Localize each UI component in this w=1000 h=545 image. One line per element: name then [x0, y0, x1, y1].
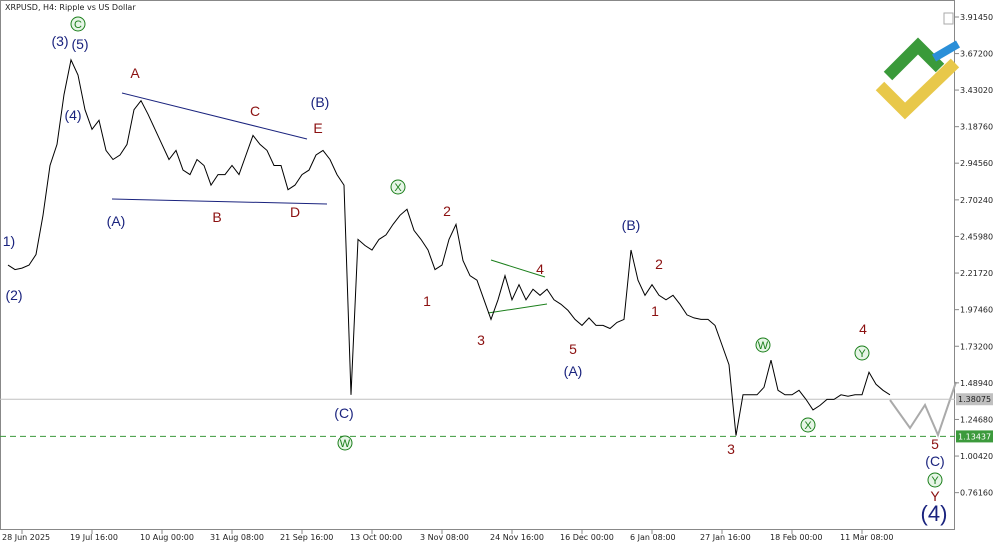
price-box [956, 430, 993, 443]
chart-title: XRPUSD, H4: Ripple vs US Dollar [5, 3, 136, 12]
wave-circle [854, 345, 870, 361]
x-tick-label: 21 Sep 16:00 [280, 533, 333, 542]
y-tick-label: 3.91450 [960, 13, 993, 22]
wave-label: (B) [311, 94, 330, 110]
wave-label: (5) [71, 36, 88, 52]
wave-circle [927, 472, 943, 488]
trend-line [121, 92, 308, 140]
wave-label: X [804, 420, 812, 432]
wave-label: (4) [64, 107, 81, 123]
wave-label: 5 [569, 341, 577, 357]
wave-label: X [394, 182, 402, 194]
trend-line [490, 259, 546, 278]
wave-label: 3 [727, 441, 735, 457]
y-tick-label: 3.67200 [960, 50, 993, 59]
wave-label: W [758, 340, 769, 352]
x-tick-label: 16 Dec 00:00 [560, 533, 614, 542]
price-line-series [7, 58, 891, 436]
y-tick-label: 0.76160 [960, 489, 993, 498]
wave-label: 4 [536, 261, 544, 277]
wave-circle [70, 16, 86, 32]
y-tick-label: 3.18760 [960, 123, 993, 132]
y-tick-label: 3.43020 [960, 86, 993, 95]
x-tick-label: 10 Aug 00:00 [140, 533, 194, 542]
price-box [956, 393, 993, 406]
wave-label: E [313, 120, 322, 136]
wave-label: 1 [423, 293, 431, 309]
wave-circle [390, 179, 406, 195]
wave-label: (4) [921, 501, 948, 526]
price-label: 1.13437 [958, 432, 991, 441]
y-tick-label: 1.48940 [960, 379, 993, 388]
wave-label: Y [858, 348, 866, 360]
y-tick-label: 1.73200 [960, 342, 993, 351]
wave-label: W [340, 438, 351, 450]
wave-label: Y [931, 475, 939, 487]
x-tick-label: 13 Oct 00:00 [350, 533, 402, 542]
x-tick-label: 24 Nov 16:00 [490, 533, 544, 542]
x-tick-label: 18 Feb 00:00 [770, 533, 822, 542]
wave-label: 3 [477, 332, 485, 348]
y-tick-label: 2.94560 [960, 159, 993, 168]
wave-label: (A) [107, 213, 126, 229]
wave-label: B [212, 209, 221, 225]
trend-line [487, 303, 548, 314]
wave-label: (3) [51, 33, 68, 49]
y-tick-label: 1.97460 [960, 306, 993, 315]
wave-circle [755, 337, 771, 353]
wave-label: (C) [334, 405, 353, 421]
x-tick-label: 6 Jan 08:00 [630, 533, 676, 542]
wave-label: A [130, 65, 140, 81]
price-label: 1.38075 [958, 395, 991, 404]
x-tick-label: 3 Nov 08:00 [420, 533, 469, 542]
wave-label: (2) [5, 287, 22, 303]
wave-label: Y [930, 488, 940, 504]
logo [875, 37, 961, 120]
wave-circle [337, 435, 353, 451]
trend-line [111, 198, 328, 205]
wave-label: C [74, 19, 82, 31]
wave-circle [800, 417, 816, 433]
wave-label: 4 [859, 321, 867, 337]
x-tick-label: 19 Jul 16:00 [70, 533, 118, 542]
x-tick-label: 11 Mar 08:00 [840, 533, 893, 542]
wave-label: D [290, 204, 300, 220]
x-tick-label: 27 Jan 16:00 [700, 533, 751, 542]
y-tick-label: 2.21720 [960, 269, 993, 278]
tool-icon[interactable] [943, 12, 954, 25]
y-tick-label: 2.70240 [960, 196, 993, 205]
forecast-path [889, 381, 957, 438]
wave-label: 2 [443, 203, 451, 219]
wave-label: 1 [651, 303, 659, 319]
x-tick-label: 31 Aug 08:00 [210, 533, 264, 542]
wave-label: 2 [655, 256, 663, 272]
y-tick-label: 1.00420 [960, 452, 993, 461]
y-tick-label: 2.45980 [960, 232, 993, 241]
x-tick-label: 28 Jun 2025 [2, 533, 50, 542]
wave-label: (A) [564, 363, 583, 379]
plot-frame [0, 0, 955, 530]
wave-label: (B) [622, 217, 641, 233]
wave-label: 5 [931, 436, 939, 452]
wave-label: 1) [3, 233, 15, 249]
y-tick-label: 1.24680 [960, 415, 993, 424]
wave-label: (C) [925, 453, 944, 469]
wave-label: C [250, 103, 260, 119]
